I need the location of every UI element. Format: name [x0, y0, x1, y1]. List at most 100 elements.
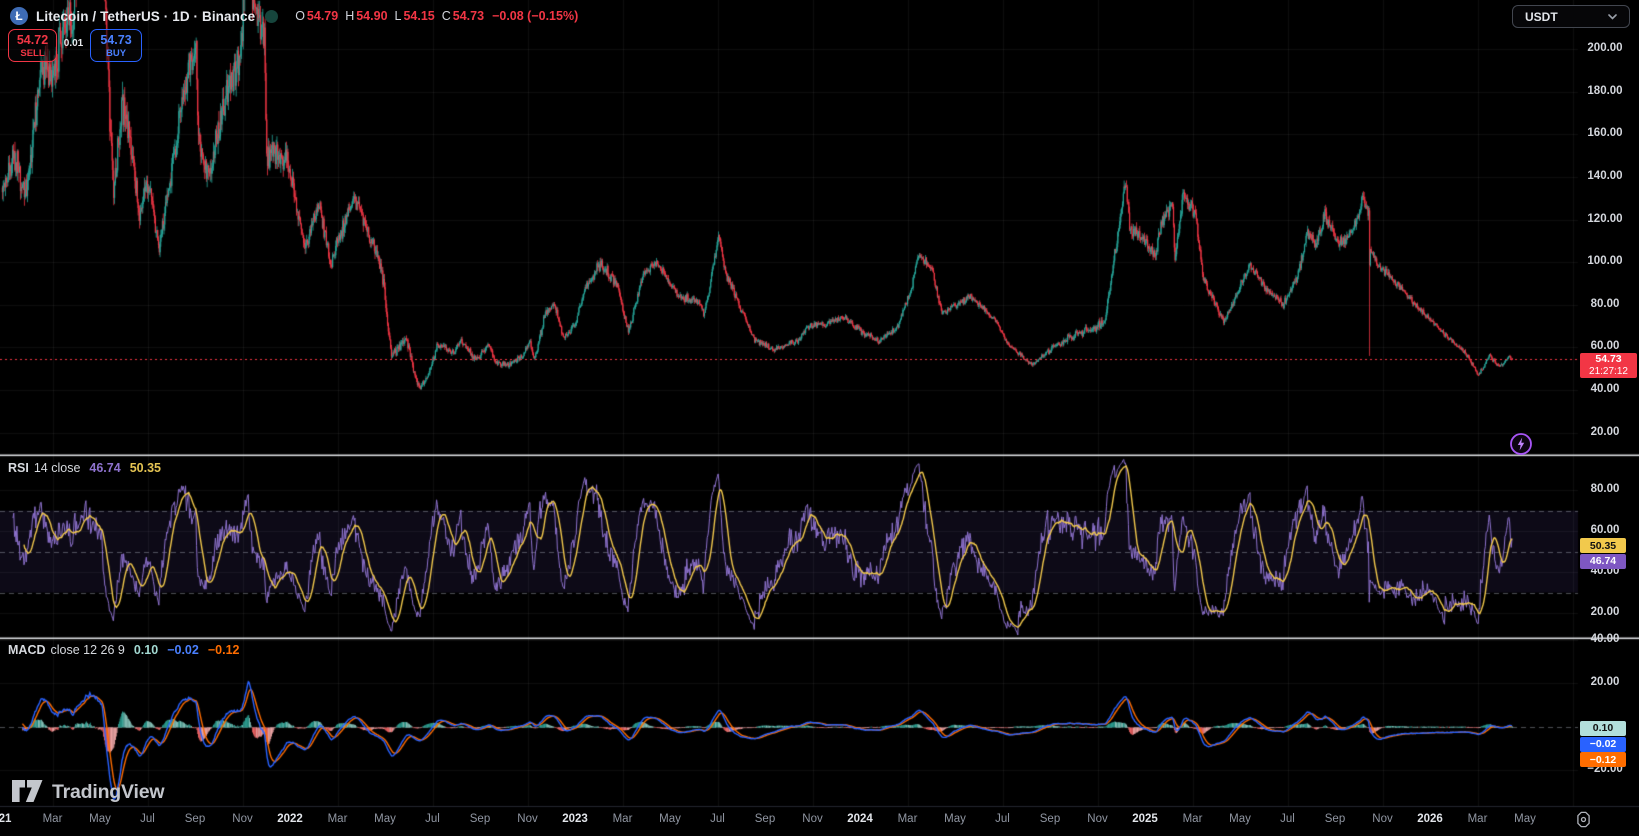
settings-icon[interactable] [1574, 810, 1593, 829]
sell-button[interactable]: 54.72 SELL [8, 29, 57, 62]
axis-tick-label: 60.00 [1590, 524, 1620, 536]
macd-line-badge: −0.02 [1580, 736, 1626, 752]
rsi-header[interactable]: RSI 14 close 46.74 50.35 [8, 461, 161, 475]
axis-tick-label: 20.00 [1590, 676, 1620, 689]
market-status-dot-icon [265, 9, 279, 23]
sell-label: SELL [20, 47, 45, 59]
time-label-month: May [1229, 813, 1251, 825]
axis-tick-label: 200.00 [1587, 42, 1623, 54]
buy-price: 54.73 [100, 32, 132, 47]
macd-hist-badge: 0.10 [1580, 720, 1626, 736]
tradingview-mark-icon [12, 780, 43, 802]
symbol-title[interactable]: Litecoin / TetherUS · 1D · Binance [36, 8, 256, 24]
time-label-month: Sep [184, 813, 206, 825]
time-label-month: Jul [995, 813, 1010, 825]
axis-tick-label: 40.00 [1590, 383, 1620, 396]
close-label: C [441, 9, 451, 23]
trade-buttons: 54.72 SELL 0.01 54.73 BUY [8, 29, 142, 62]
symbol-header: Ł Litecoin / TetherUS · 1D · Binance O 54… [10, 6, 578, 26]
time-label-year: 2023 [562, 813, 588, 825]
time-label-month: Jul [140, 813, 155, 825]
time-label-month: Jul [425, 813, 440, 825]
axis-tick-label: 120.00 [1587, 212, 1623, 225]
rsi-value: 46.74 [89, 461, 121, 475]
time-label-month: Mar [42, 813, 63, 825]
low-label: L [394, 9, 402, 23]
time-label-month: May [1514, 813, 1536, 825]
time-label-year: 2025 [1132, 813, 1158, 825]
time-label-month: Mar [612, 813, 633, 825]
time-label-year: 2026 [1417, 813, 1443, 825]
sell-price: 54.72 [16, 32, 49, 47]
tradingview-logo[interactable]: TradingView [12, 780, 165, 804]
time-label-month: Mar [327, 813, 348, 825]
high-label: H [345, 9, 355, 23]
ohlc-readout: O 54.79 H 54.90 L 54.15 C 54.73 −0.08 (−0.15… [288, 9, 578, 23]
time-label-month: Nov [517, 813, 538, 825]
macd-hist-value: 0.10 [133, 643, 159, 657]
change-value: −0.08 (−0.15%) [492, 9, 579, 23]
buy-label: BUY [105, 47, 127, 59]
high-value: 54.90 [356, 9, 388, 23]
time-label-month: Mar [1182, 813, 1203, 825]
time-label-month: Sep [1324, 813, 1346, 825]
rsi-title: RSI [8, 461, 29, 475]
time-label-month: May [944, 813, 966, 825]
macd-line-value: −0.02 [167, 643, 199, 657]
time-label-month: Nov [802, 813, 823, 825]
time-label-month: Sep [469, 813, 491, 825]
time-label-month: May [659, 813, 681, 825]
chevron-down-icon [1608, 13, 1617, 20]
axis-tick-label: 80.00 [1590, 297, 1620, 310]
time-label-year: 2024 [847, 813, 873, 825]
rsi-ma-value: 50.35 [129, 461, 161, 475]
axis-tick-label: 20.00 [1590, 606, 1620, 618]
time-label-month: Sep [1039, 813, 1061, 825]
time-label-month: Mar [897, 813, 918, 825]
bar-countdown: 21:27:12 [1589, 365, 1628, 377]
close-value: 54.73 [452, 9, 485, 23]
last-price-value: 54.73 [1595, 353, 1622, 366]
time-label-month: Nov [1087, 813, 1108, 825]
rsi-params: 14 close [33, 461, 81, 475]
watermark-text: TradingView [52, 780, 165, 803]
time-label-month: Nov [1372, 813, 1393, 825]
axis-tick-label: 80.00 [1590, 483, 1620, 495]
axis-tick-label: 180.00 [1587, 84, 1623, 97]
macd-title: MACD [8, 643, 46, 657]
time-label-year: 2022 [277, 813, 303, 825]
low-value: 54.15 [403, 9, 435, 23]
macd-signal-badge: −0.12 [1580, 752, 1626, 767]
axis-tick-label: 40.00 [1590, 632, 1620, 645]
axis-tick-label: 160.00 [1587, 127, 1623, 140]
open-value: 54.79 [306, 9, 339, 23]
macd-signal-value: −0.12 [207, 643, 240, 657]
buy-button[interactable]: 54.73 BUY [90, 29, 142, 62]
time-label-month: Jul [710, 813, 725, 825]
time-label-year: 21 [0, 813, 12, 825]
macd-params: close 12 26 9 [50, 643, 125, 657]
open-label: O [295, 9, 305, 23]
time-axis[interactable]: 21 Mar May Jul Sep Nov 2022 Mar May Jul Sep Nov 2023… [0, 808, 1568, 836]
currency-selector[interactable]: USDT [1512, 5, 1630, 28]
time-label-month: Nov [232, 813, 253, 825]
litecoin-logo-icon: Ł [10, 7, 28, 25]
last-price-badge: 54.73 21:27:12 [1580, 353, 1637, 378]
spread-value: 0.01 [63, 38, 84, 49]
time-label-month: Jul [1280, 813, 1295, 825]
axis-tick-label: 100.00 [1587, 255, 1623, 268]
axis-tick-label: 140.00 [1587, 169, 1623, 182]
currency-label: USDT [1525, 9, 1558, 24]
time-label-month: May [89, 813, 111, 825]
rsi-ma-badge: 50.35 [1580, 538, 1626, 553]
time-label-month: May [374, 813, 396, 825]
macd-header[interactable]: MACD close 12 26 9 0.10 −0.02 −0.12 [8, 643, 239, 657]
axis-tick-label: 20.00 [1590, 425, 1620, 438]
rsi-badge: 46.74 [1580, 553, 1626, 569]
time-label-month: Mar [1467, 813, 1488, 825]
time-label-month: Sep [754, 813, 776, 825]
lightning-icon[interactable] [1509, 432, 1533, 456]
axis-tick-label: 60.00 [1590, 340, 1620, 353]
